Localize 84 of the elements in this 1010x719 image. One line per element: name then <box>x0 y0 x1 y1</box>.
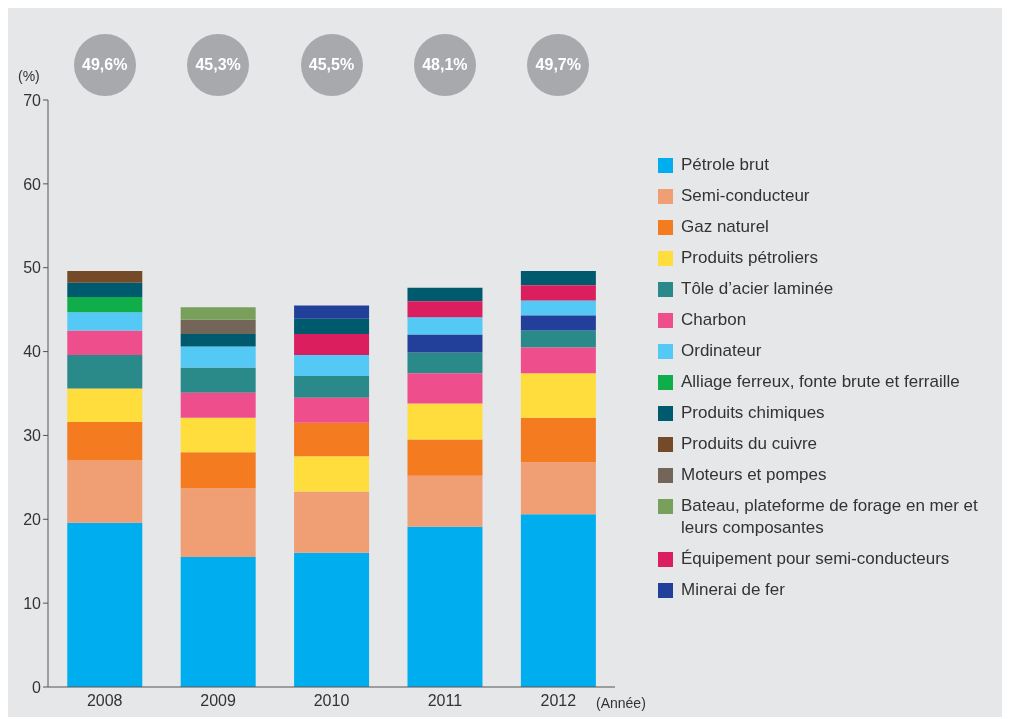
bar <box>294 333 370 355</box>
bar <box>294 552 370 687</box>
y-tick-label: 40 <box>23 343 42 361</box>
legend-label: Bateau, plateforme de forage en mer et leurs composantes <box>681 495 979 539</box>
bar <box>180 452 256 489</box>
legend-label: Moteurs et pompes <box>681 464 828 486</box>
text: 48,1% <box>413 34 476 96</box>
bar <box>180 557 256 687</box>
bar <box>520 300 596 316</box>
legend-label: Semi-conducteur <box>681 185 811 207</box>
bar <box>67 354 143 389</box>
bar <box>67 330 143 355</box>
legend-label: Minerai de fer <box>681 579 786 601</box>
x-tick-label: 2010 <box>313 692 350 710</box>
bar <box>520 285 596 301</box>
bar <box>294 318 370 334</box>
y-tick-label: 10 <box>23 594 42 612</box>
bar <box>180 346 256 368</box>
text: 45,3% <box>187 34 250 96</box>
bar <box>294 456 370 492</box>
bar <box>67 312 143 331</box>
bar <box>67 460 143 523</box>
bar <box>407 352 483 374</box>
text: 45,5% <box>300 34 363 96</box>
bar <box>407 526 483 687</box>
bar <box>67 271 143 283</box>
legend-label: Ordinateur <box>681 340 763 362</box>
legend-label: Charbon <box>681 309 748 331</box>
bar <box>67 282 143 298</box>
legend-label: Gaz naturel <box>681 216 770 238</box>
bar <box>67 422 143 461</box>
bar <box>520 462 596 515</box>
y-tick-label: 70 <box>23 91 42 109</box>
bar <box>294 305 370 319</box>
x-tick-label: 2012 <box>540 692 577 710</box>
x-tick-label: 2011 <box>427 692 463 710</box>
bar <box>407 301 483 318</box>
y-tick-label: 60 <box>23 175 42 193</box>
bar <box>520 417 596 463</box>
bar <box>294 375 370 398</box>
y-axis-title: (%) <box>18 68 40 84</box>
bar <box>407 287 483 302</box>
bar <box>67 522 143 687</box>
y-tick-label: 30 <box>23 427 42 445</box>
text: 49,6% <box>73 34 136 96</box>
bar <box>407 439 483 476</box>
bar <box>520 514 596 687</box>
bar <box>520 271 596 286</box>
x-tick-label: 2009 <box>200 692 236 710</box>
text: 49,7% <box>527 34 590 96</box>
bar <box>294 491 370 553</box>
legend-label: Produits chimiques <box>681 402 826 424</box>
x-axis-title: (Année) <box>596 695 646 711</box>
y-tick-label: 0 <box>32 678 42 696</box>
bar <box>407 334 483 353</box>
y-tick-label: 50 <box>23 259 42 277</box>
legend-label: Produits du cuivre <box>681 433 819 455</box>
bar <box>407 373 483 404</box>
legend-label: Alliage ferreux, fonte brute et ferraille <box>681 371 961 393</box>
legend-label: Produits pétroliers <box>681 247 819 269</box>
bar <box>294 354 370 376</box>
legend-label: Équipement pour semi-conducteurs <box>681 548 951 570</box>
x-tick-label: 2008 <box>86 692 123 710</box>
legend-label: Pétrole brut <box>681 154 770 176</box>
bar <box>180 392 256 418</box>
bar <box>520 373 596 418</box>
bar <box>520 347 596 374</box>
bar <box>67 297 143 313</box>
bar <box>180 417 256 453</box>
bar <box>407 317 483 335</box>
bar <box>520 315 596 331</box>
bar <box>180 319 256 334</box>
bar <box>407 403 483 440</box>
bar <box>294 397 370 423</box>
bar <box>180 333 256 347</box>
bar <box>180 307 256 320</box>
bar <box>407 475 483 527</box>
legend-label: Tôle d’acier laminée <box>681 278 835 300</box>
bar <box>67 388 143 423</box>
bar <box>180 488 256 558</box>
bar <box>294 422 370 457</box>
y-tick-label: 20 <box>23 510 42 528</box>
bar <box>520 330 596 348</box>
bar <box>180 367 256 393</box>
